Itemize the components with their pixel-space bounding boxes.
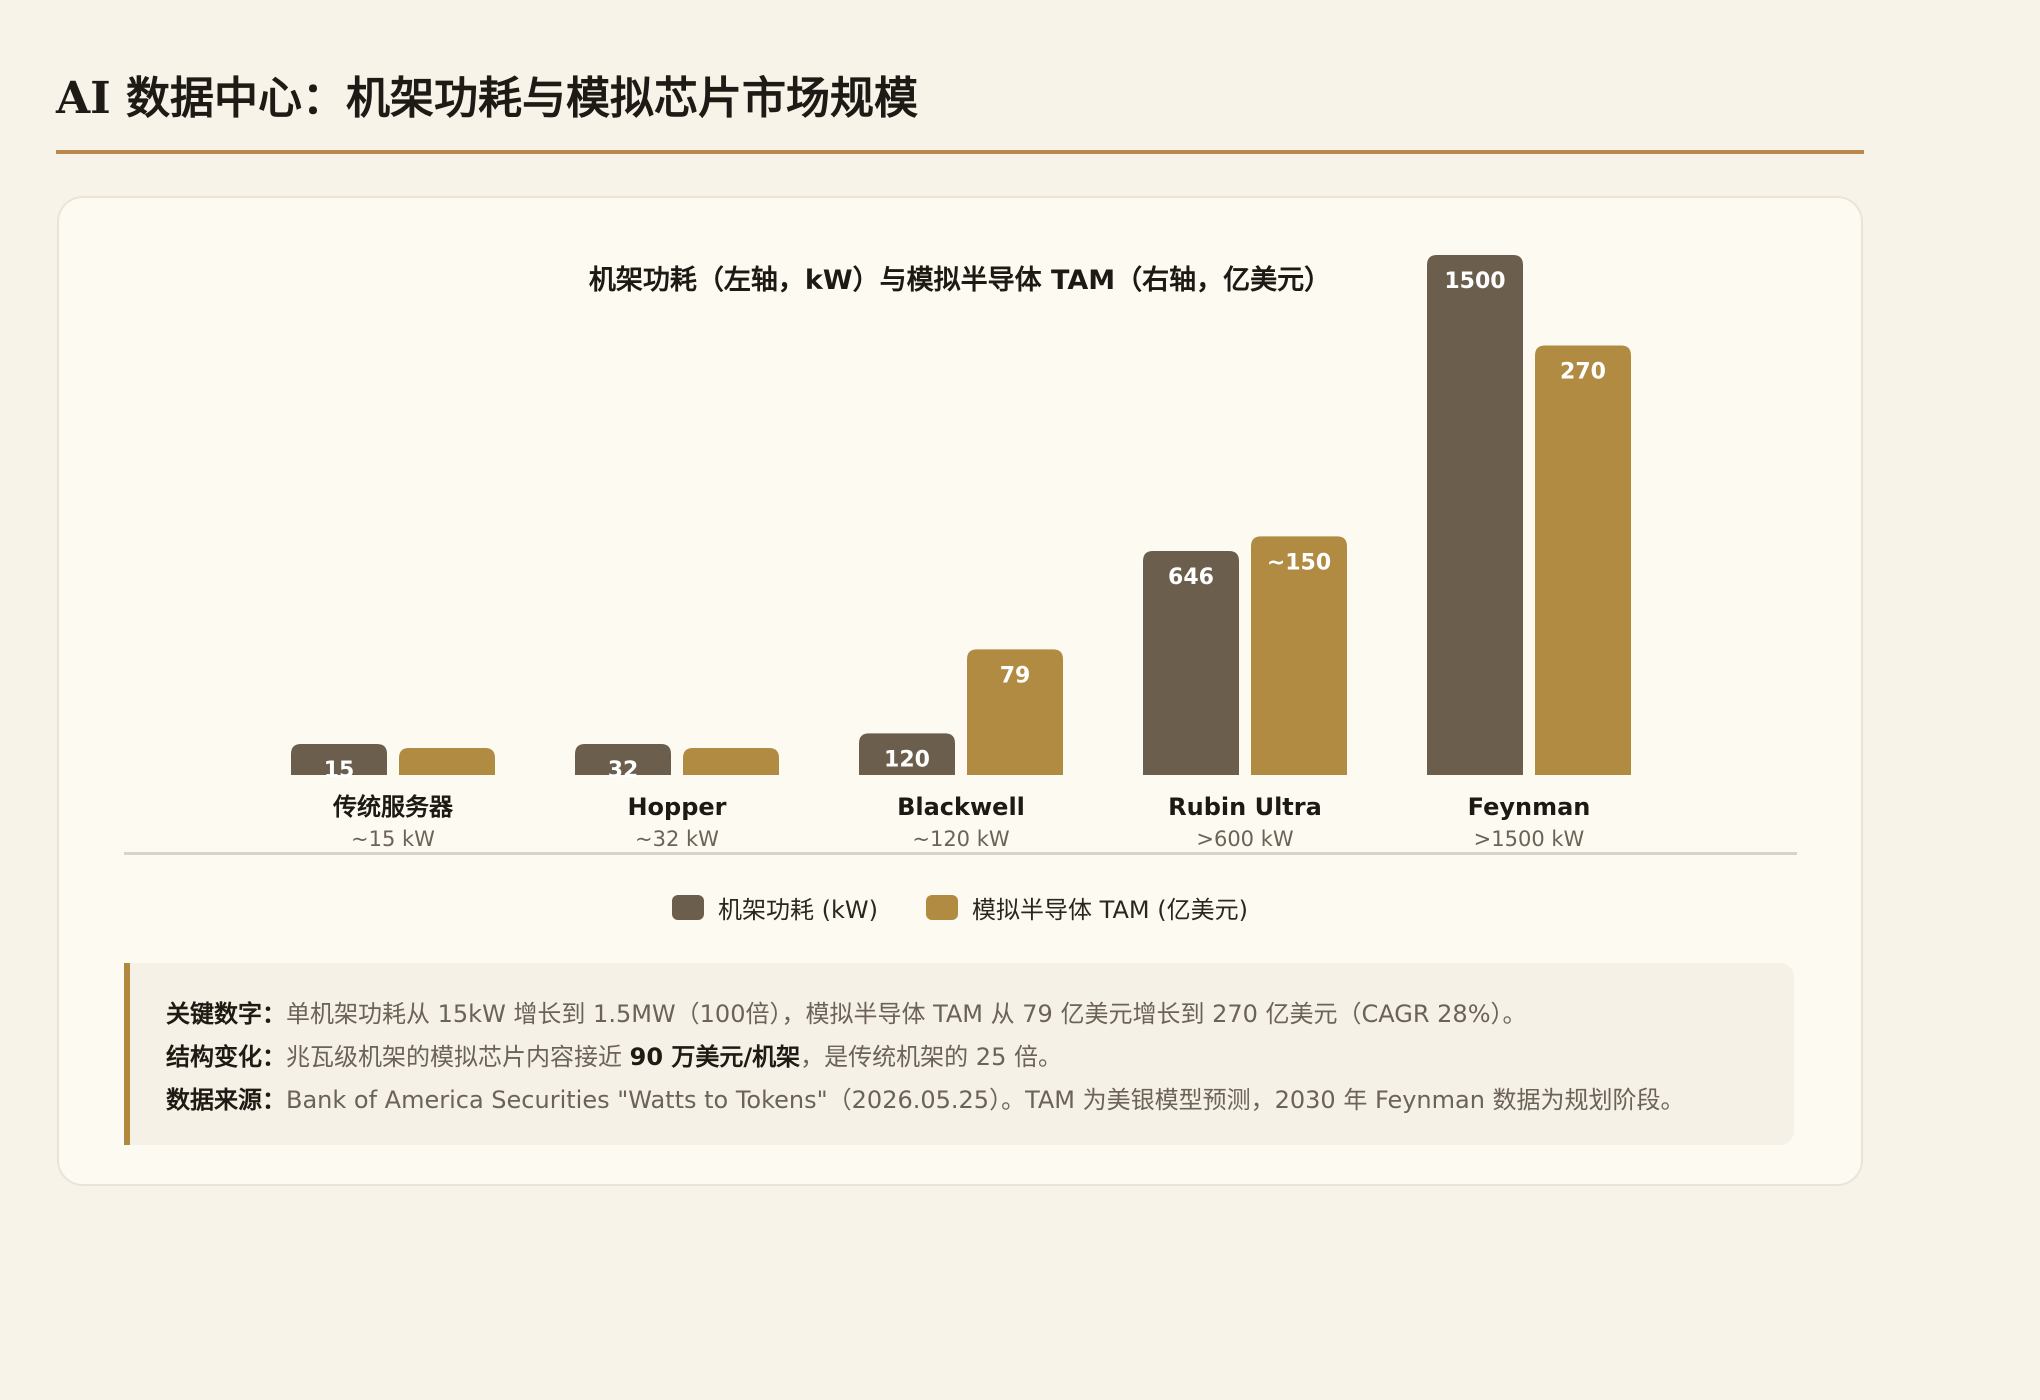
note-source-text: Bank of America Securities "Watts to Tok… [286,1086,1685,1114]
bar-label-power-1: 32 [608,758,639,783]
chart-card: 机架功耗（左轴，kW）与模拟半导体 TAM（右轴，亿美元） 15 传统服务器 ~15… [57,196,1863,1186]
bar-label-tam-4: 270 [1560,359,1606,384]
title-rule [56,150,1864,154]
category-sublabel-4: >1500 kW [1474,827,1585,851]
legend-swatch-tam [926,895,959,920]
bar-tam-0 [399,748,495,775]
chart-title: 机架功耗（左轴，kW）与模拟半导体 TAM（右轴，亿美元） [588,265,1332,296]
category-sublabel-0: ~15 kW [351,827,435,851]
note-key-numbers: 关键数字：单机架功耗从 15kW 增长到 1.5MW（100倍），模拟半导体 T… [166,993,1794,1036]
legend-item-power: 机架功耗 (kW) [672,890,878,925]
bar-tam-3 [1251,536,1347,775]
x-axis-line [124,852,1797,855]
note-structure-text-before: 兆瓦级机架的模拟芯片内容接近 [286,1043,630,1071]
page-title: AI 数据中心：机架功耗与模拟芯片市场规模 [56,73,919,124]
bar-label-tam-3: ~150 [1267,550,1331,575]
bar-power-3 [1143,551,1239,775]
legend-label-power: 机架功耗 (kW) [718,896,879,924]
bar-label-power-2: 120 [884,747,930,772]
note-structure-strong: 90 万美元/机架 [629,1043,801,1071]
notes-box: 关键数字：单机架功耗从 15kW 增长到 1.5MW（100倍），模拟半导体 T… [124,963,1794,1145]
bar-power-1 [575,744,671,775]
legend-label-tam: 模拟半导体 TAM (亿美元) [972,896,1248,924]
bar-label-tam-2: 79 [1000,663,1031,688]
bar-tam-4 [1535,345,1631,775]
note-key-numbers-text: 单机架功耗从 15kW 增长到 1.5MW（100倍），模拟半导体 TAM 从 … [286,1000,1527,1028]
bar-tam-2 [967,649,1063,775]
note-structure: 结构变化：兆瓦级机架的模拟芯片内容接近 90 万美元/机架，是传统机架的 25 … [166,1036,1794,1079]
legend-swatch-power [672,895,705,920]
category-sublabel-3: >600 kW [1196,827,1294,851]
category-label-1: Hopper [627,793,726,821]
note-key-numbers-label: 关键数字： [166,1000,286,1028]
bar-tam-1 [683,748,779,775]
category-sublabel-1: ~32 kW [635,827,719,851]
note-structure-label: 结构变化： [166,1043,286,1071]
bar-label-power-4: 1500 [1444,269,1505,294]
category-label-2: Blackwell [897,793,1025,821]
note-source: 数据来源：Bank of America Securities "Watts t… [166,1079,1794,1122]
legend-item-tam: 模拟半导体 TAM (亿美元) [926,890,1248,925]
bar-power-4 [1427,255,1523,775]
bar-label-power-0: 15 [324,758,355,783]
bar-power-2 [859,733,955,775]
note-source-label: 数据来源： [166,1086,286,1114]
category-label-3: Rubin Ultra [1168,793,1322,821]
category-label-4: Feynman [1468,793,1591,821]
bar-label-power-3: 646 [1168,565,1214,590]
category-sublabel-2: ~120 kW [912,827,1010,851]
chart-legend: 机架功耗 (kW) 模拟半导体 TAM (亿美元) [59,890,1861,925]
bar-chart: 15 传统服务器 ~15 kW 32 Hopper ~32 kW 120 79 Blackwel… [124,255,1797,855]
category-label-0: 传统服务器 [332,793,454,821]
note-structure-text-after: ，是传统机架的 25 倍。 [800,1043,1062,1071]
bar-power-0 [291,744,387,775]
